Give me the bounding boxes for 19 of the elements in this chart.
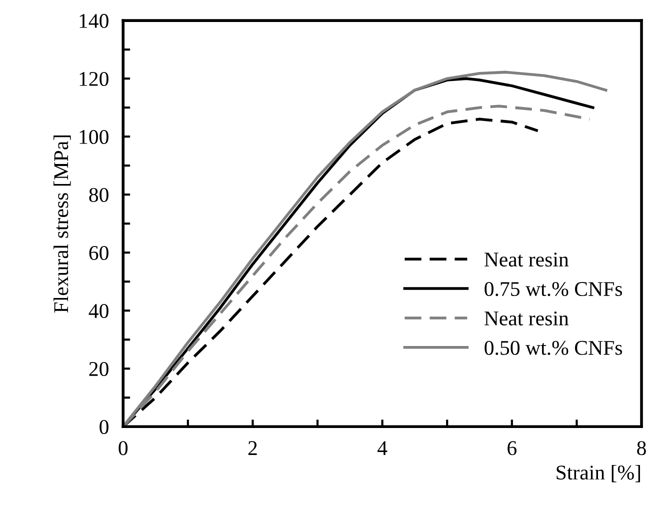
y-tick-label: 60	[89, 246, 108, 260]
y-tick-label: 120	[80, 72, 108, 86]
x-tick-label: 8	[637, 441, 646, 456]
legend-label: Neat resin	[484, 311, 569, 326]
y-axis-title: Flexural stress [MPa]	[54, 135, 71, 313]
x-tick-label: 0	[118, 441, 128, 456]
x-tick-label: 2	[248, 441, 257, 455]
x-axis-title: Strain [%]	[556, 464, 640, 482]
x-tick-label: 6	[508, 441, 517, 456]
y-tick-label: 0	[100, 420, 108, 434]
legend-label: Neat resin	[484, 252, 569, 267]
y-tick-label: 20	[89, 362, 108, 376]
legend-label: 0.75 wt.% CNFs	[484, 282, 622, 296]
x-tick-label: 4	[378, 441, 388, 455]
y-tick-label: 140	[80, 14, 108, 28]
y-tick-label: 80	[89, 188, 108, 202]
y-tick-label: 40	[88, 304, 108, 318]
y-tick-label: 100	[80, 130, 108, 144]
legend-label: 0.50 wt.% CNFs	[484, 340, 622, 355]
